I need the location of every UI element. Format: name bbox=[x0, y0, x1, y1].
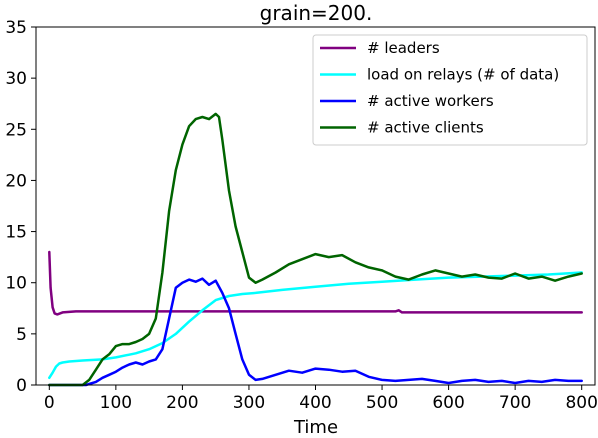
legend-label-3: # active clients bbox=[367, 119, 484, 137]
legend-label-1: load on relays (# of data) bbox=[367, 66, 559, 84]
x-axis: 0 100 200 300 400 500 600 700 800 bbox=[44, 385, 598, 413]
x-tick-label: 800 bbox=[565, 393, 597, 413]
x-tick-label: 200 bbox=[166, 393, 198, 413]
x-tick-label: 700 bbox=[499, 393, 531, 413]
x-tick-label: 300 bbox=[233, 393, 265, 413]
legend: # leaders load on relays (# of data) # act… bbox=[312, 34, 588, 146]
x-tick-label: 600 bbox=[432, 393, 464, 413]
y-tick-label: 25 bbox=[5, 120, 27, 140]
legend-label-0: # leaders bbox=[367, 39, 440, 57]
legend-box bbox=[312, 34, 588, 146]
y-tick-label: 10 bbox=[5, 274, 27, 294]
plot-lines bbox=[48, 112, 583, 387]
y-tick-label: 0 bbox=[16, 376, 27, 396]
y-tick-label: 5 bbox=[16, 325, 27, 345]
x-tick-label: 400 bbox=[299, 393, 331, 413]
series-line-2 bbox=[48, 277, 583, 387]
legend-label-2: # active workers bbox=[367, 92, 494, 110]
y-tick-label: 15 bbox=[5, 223, 27, 243]
y-tick-label: 35 bbox=[5, 18, 27, 38]
series-line-3 bbox=[48, 112, 583, 387]
x-axis-title: Time bbox=[293, 417, 338, 438]
series-line-0 bbox=[48, 250, 583, 316]
y-tick-label: 30 bbox=[5, 69, 27, 89]
x-tick-label: 0 bbox=[44, 393, 55, 413]
y-tick-label: 20 bbox=[5, 171, 27, 191]
y-axis: 0 5 10 15 20 25 30 35 bbox=[5, 18, 36, 396]
series-line-1 bbox=[48, 271, 583, 380]
x-tick-label: 500 bbox=[366, 393, 398, 413]
x-tick-label: 100 bbox=[100, 393, 132, 413]
chart-title: grain=200. bbox=[260, 1, 373, 25]
